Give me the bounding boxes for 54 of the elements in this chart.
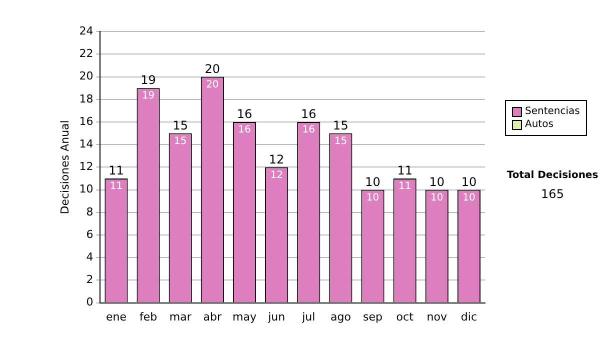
x-tick-label: ene (106, 310, 127, 324)
y-axis-title: Decisiones Anual (58, 120, 72, 214)
x-tick-label: ago (330, 310, 352, 324)
legend-label: Autos (525, 118, 554, 131)
x-tick-label: jun (267, 310, 286, 324)
data-label: 10 (366, 192, 380, 204)
total-label: 11 (108, 164, 124, 178)
total-label: 16 (236, 107, 252, 122)
data-label: 11 (398, 181, 412, 192)
x-tick-label: abr (203, 310, 222, 324)
x-tick-label: nov (426, 310, 448, 324)
y-tick-label: 8 (86, 205, 94, 218)
y-tick-label: 2 (86, 273, 94, 286)
y-tick-label: 14 (79, 137, 94, 150)
x-tick-label: dic (460, 310, 478, 324)
data-label: 15 (334, 136, 348, 147)
total-label: 10 (429, 174, 445, 189)
data-label: 19 (142, 90, 155, 102)
y-tick-label: 6 (86, 228, 94, 241)
y-tick-label: 24 (79, 24, 94, 38)
x-tick-label: mar (169, 310, 192, 324)
data-label: 16 (302, 124, 315, 136)
data-label: 12 (270, 170, 283, 181)
total-label: 19 (140, 73, 156, 88)
y-tick-label: 0 (86, 296, 94, 309)
data-label: 11 (110, 181, 123, 192)
legend-label: Sentencias (525, 105, 580, 118)
total-label: 11 (397, 164, 412, 178)
data-label: 10 (430, 192, 444, 204)
x-tick-label: may (232, 310, 257, 324)
text: 165 (540, 187, 565, 201)
x-tick-label: oct (396, 310, 414, 324)
y-tick-label: 10 (79, 182, 94, 196)
total-label: 15 (333, 118, 348, 132)
total-label: 15 (172, 118, 188, 132)
total-label: 10 (365, 174, 380, 189)
data-label: 10 (462, 192, 476, 204)
x-tick-label: sep (363, 310, 383, 324)
y-tick-label: 16 (79, 114, 94, 128)
y-tick-label: 12 (79, 160, 94, 174)
y-tick-label: 18 (79, 92, 94, 106)
y-tick-label: 4 (86, 250, 94, 264)
text: Total Decisiones (506, 170, 600, 181)
x-tick-label: jul (301, 310, 316, 324)
data-label: 16 (238, 124, 251, 136)
y-tick-label: 22 (79, 47, 94, 60)
data-label: 15 (174, 136, 187, 147)
total-label: 10 (461, 174, 477, 189)
x-tick-label: feb (139, 310, 158, 324)
total-label: 20 (204, 62, 220, 76)
data-label: 20 (206, 79, 219, 90)
total-label: 16 (300, 107, 316, 122)
y-tick-label: 20 (79, 70, 94, 83)
total-label: 12 (268, 152, 284, 166)
